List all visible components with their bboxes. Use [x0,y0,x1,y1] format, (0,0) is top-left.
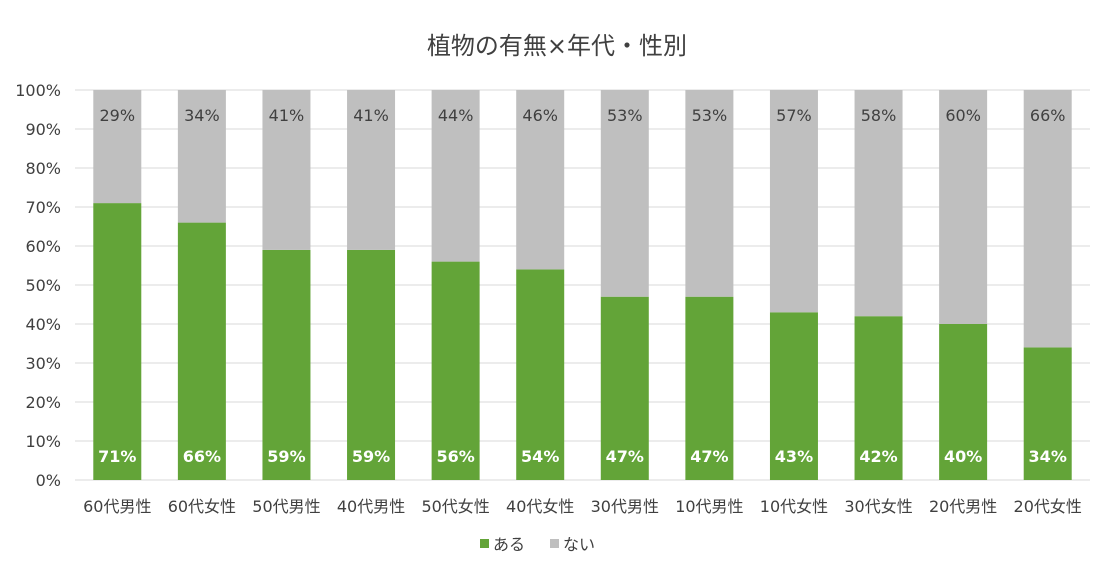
data-label-aru: 66% [183,447,221,466]
bar-aru [516,269,565,480]
x-category-label: 60代女性 [168,497,236,516]
bar-nai [93,90,142,204]
y-tick-label: 30% [25,354,61,373]
x-category-label: 40代男性 [337,497,405,516]
bar-nai [769,90,818,313]
data-label-aru: 56% [436,447,474,466]
legend-label: ない [563,535,595,554]
data-label-nai: 41% [353,106,389,125]
data-label-aru: 47% [606,447,644,466]
bar-aru [347,249,396,480]
bar-aru [177,222,226,480]
x-axis: 60代男性 60代女性 50代男性 40代男性 50代女性 40代女性 30代男性 10代男性… [83,497,1082,516]
bar-nai [262,90,311,250]
data-label-nai: 66% [1030,106,1066,125]
x-category-label: 30代男性 [591,497,659,516]
gridlines [75,89,1090,481]
data-label-nai: 53% [692,106,728,125]
data-label-nai: 58% [861,106,897,125]
y-tick-label: 70% [25,198,61,217]
bar-aru [1023,347,1072,480]
bar-nai [1023,90,1072,348]
data-label-nai: 41% [269,106,305,125]
bar-nai [177,90,226,223]
bar-aru [431,261,480,480]
y-tick-label: 50% [25,276,61,295]
data-label-aru: 34% [1029,447,1067,466]
bar-nai [939,90,988,324]
bar-nai [347,90,396,250]
x-category-label: 20代女性 [1014,497,1082,516]
bar-aru [600,296,649,480]
data-label-aru: 43% [775,447,813,466]
y-tick-label: 0% [36,471,61,490]
y-tick-label: 100% [15,81,61,100]
x-category-label: 30代女性 [844,497,912,516]
y-axis: 0% 10% 20% 30% 40% 50% 60% 70% 80% 90% 100% [15,81,61,490]
bars: 71% 29% 66% 34% 59% 41% 59% 41% 56% 44% 54% 46% 47% 5… [93,90,1072,480]
x-category-label: 40代女性 [506,497,574,516]
data-label-nai: 60% [945,106,981,125]
bar-aru [685,296,734,480]
data-label-nai: 53% [607,106,643,125]
x-category-label: 60代男性 [83,497,151,516]
legend-label: ある [493,535,525,554]
data-label-aru: 71% [98,447,136,466]
bar-aru [769,312,818,480]
legend: ある ない [480,535,595,554]
y-tick-label: 60% [25,237,61,256]
data-label-aru: 40% [944,447,982,466]
data-label-nai: 29% [100,106,136,125]
data-label-nai: 57% [776,106,812,125]
data-label-aru: 54% [521,447,559,466]
legend-swatch [550,539,559,548]
y-tick-label: 10% [25,432,61,451]
x-category-label: 10代女性 [760,497,828,516]
x-category-label: 50代女性 [421,497,489,516]
y-tick-label: 20% [25,393,61,412]
data-label-nai: 34% [184,106,220,125]
bar-aru [854,316,903,480]
bar-nai [685,90,734,297]
x-category-label: 20代男性 [929,497,997,516]
data-label-nai: 44% [438,106,474,125]
bar-aru [262,249,311,480]
bar-nai [431,90,480,262]
bar-aru [939,324,988,480]
data-label-aru: 59% [267,447,305,466]
bar-nai [516,90,565,270]
y-tick-label: 80% [25,159,61,178]
data-label-aru: 47% [690,447,728,466]
bar-nai [600,90,649,297]
y-tick-label: 90% [25,120,61,139]
bar-aru [93,203,142,480]
data-label-nai: 46% [522,106,558,125]
bar-nai [854,90,903,317]
x-category-label: 50代男性 [252,497,320,516]
chart-title: 植物の有無×年代・性別 [427,32,687,60]
x-category-label: 10代男性 [675,497,743,516]
legend-swatch [480,539,489,548]
y-tick-label: 40% [25,315,61,334]
data-label-aru: 42% [859,447,897,466]
data-label-aru: 59% [352,447,390,466]
